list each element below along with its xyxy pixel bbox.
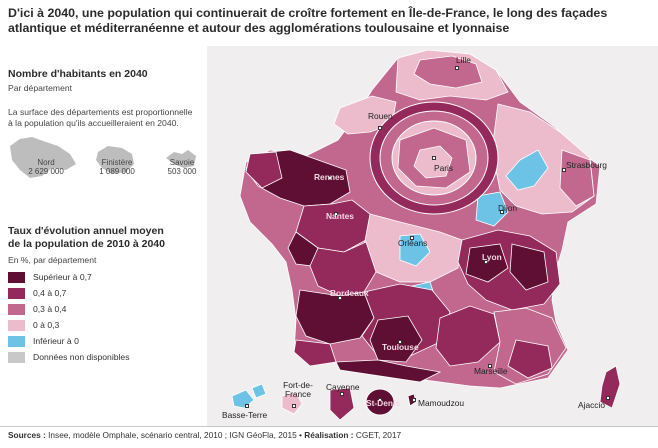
- legend-swatch: [8, 336, 25, 347]
- city-label-dijon: Dijon: [498, 203, 518, 213]
- savoie-shape: [166, 150, 196, 168]
- bordeaux-dot: [338, 296, 342, 300]
- sample-nord-name: Nord: [37, 158, 55, 167]
- footer-realisation-label: Réalisation :: [304, 430, 354, 440]
- marseille-dot: [488, 364, 492, 368]
- languedoc-region: [435, 305, 501, 367]
- guadeloupe: [231, 389, 255, 409]
- lyon-dot: [484, 260, 488, 264]
- rouen-dot: [378, 126, 382, 130]
- haute-savoie-dept: [509, 243, 549, 291]
- rate-legend-title-2: de la population de 2010 à 2040: [8, 238, 165, 250]
- fort-de-france-dot: [292, 404, 296, 408]
- guyane: [329, 387, 355, 421]
- map-title: D'ici à 2040, une population qui continu…: [8, 6, 608, 35]
- nord-shape: [10, 137, 76, 178]
- legend-swatch: [8, 288, 25, 299]
- vendee-dept: [287, 231, 319, 267]
- city-label-saint-denis: St-Denis: [366, 398, 400, 408]
- rate-legend-title-1: Taux d'évolution annuel moyen: [8, 225, 164, 237]
- footer: Sources : Insee, modèle Omphale, scénari…: [8, 430, 401, 440]
- legend-label: 0 à 0,3: [33, 320, 60, 330]
- var-dept: [507, 339, 553, 379]
- basse-terre-dot: [245, 404, 249, 408]
- legend-label: 0,4 à 0,7: [33, 288, 67, 298]
- orleans-dot: [410, 236, 414, 240]
- city-label-ajaccio: Ajaccio: [578, 400, 605, 410]
- reunion: [365, 388, 395, 416]
- sample-savoie-name: Savoie: [169, 158, 195, 167]
- footer-sources-text: Insee, modèle Omphale, scénario central,…: [48, 430, 302, 440]
- dijon-dot: [500, 210, 504, 214]
- lille-dot: [455, 66, 459, 70]
- landes-region: [293, 339, 337, 367]
- sample-savoie-value: 503 000: [167, 167, 197, 176]
- corsica: [599, 365, 621, 409]
- martinique: [281, 391, 303, 415]
- bordeaux-region: [295, 289, 375, 345]
- city-label-orleans: Orléans: [398, 238, 428, 248]
- size-legend-note: La surface des départements est proporti…: [8, 107, 193, 128]
- legend-swatch: [8, 320, 25, 331]
- city-label-toulouse: Toulouse: [382, 342, 419, 352]
- sample-finistere-name: Finistère: [101, 158, 133, 167]
- finistere-shape: [96, 146, 134, 174]
- legend-label: Données non disponibles: [33, 352, 130, 362]
- legend-label: 0,3 à 0,4: [33, 304, 67, 314]
- paris-dot: [432, 156, 436, 160]
- legend-swatch: [8, 304, 25, 315]
- legend-label: Inférieur à 0: [33, 336, 79, 346]
- city-label-marseille: Marseille: [474, 366, 508, 376]
- city-label-basse-terre: Basse-Terre: [222, 410, 268, 420]
- burgundy-blue: [475, 191, 509, 227]
- city-label-rennes: Rennes: [314, 172, 345, 182]
- sample-finistere-value: 1 089 000: [99, 167, 135, 176]
- city-label-mamoudzou: Mamoudzou: [418, 398, 465, 408]
- centre-blue: [399, 233, 431, 267]
- saint-denis-dot: [378, 398, 382, 402]
- lorraine-blue: [505, 149, 549, 191]
- pyrenees-region: [335, 359, 442, 383]
- city-label-rouen: Rouen: [368, 111, 393, 121]
- mamoudzou-dot: [412, 398, 416, 402]
- rate-legend-subtitle: En %, par département: [8, 255, 97, 265]
- city-label-nantes: Nantes: [326, 211, 354, 221]
- city-label-paris: Paris: [434, 163, 454, 173]
- cayenne-dot: [340, 392, 344, 396]
- size-legend-title: Nombre d'habitants en 2040: [8, 68, 148, 80]
- size-samples-shapes: [10, 137, 196, 178]
- toulouse-dot: [398, 340, 402, 344]
- city-label-lille: Lille: [456, 55, 471, 65]
- ajaccio-dot: [606, 396, 610, 400]
- alsace-dept: [559, 149, 595, 207]
- city-label-cayenne: Cayenne: [326, 382, 360, 392]
- guadeloupe-2: [251, 383, 267, 399]
- brittany-west: [245, 151, 283, 189]
- sample-nord-value: 2 629 000: [28, 167, 64, 176]
- nantes-dot: [334, 212, 338, 216]
- footer-realisation-text: CGET, 2017: [355, 430, 402, 440]
- city-label-fort-de-france: Fort-de-France: [283, 380, 313, 399]
- city-label-bordeaux: Bordeaux: [330, 288, 369, 298]
- toulouse-dept: [369, 315, 423, 363]
- rennes-dot: [328, 176, 332, 180]
- footer-sources-label: Sources :: [8, 430, 46, 440]
- size-legend-subtitle: Par département: [8, 83, 73, 93]
- city-label-strasbourg: Strasbourg: [566, 160, 607, 170]
- legend-swatch: [8, 352, 25, 363]
- strasbourg-dot: [562, 168, 566, 172]
- paris-dept: [413, 145, 453, 179]
- legend-label: Supérieur à 0,7: [33, 272, 92, 282]
- footer-divider: [0, 426, 658, 427]
- nord-dept: [413, 55, 483, 89]
- legend-swatch: [8, 272, 25, 283]
- city-label-lyon: Lyon: [482, 252, 502, 262]
